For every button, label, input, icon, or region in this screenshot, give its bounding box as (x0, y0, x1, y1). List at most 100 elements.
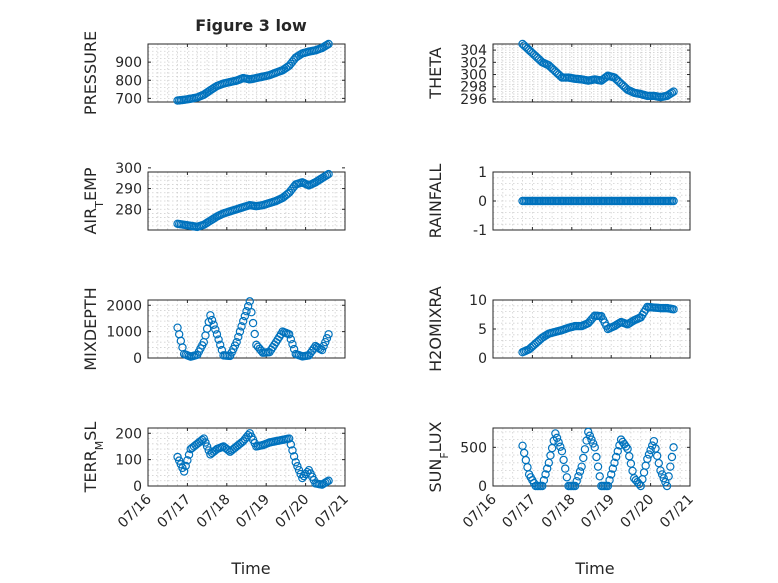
data-point (652, 451, 662, 461)
y-tick-label: 300 (115, 161, 142, 177)
data-point (324, 476, 333, 485)
data-point (289, 452, 299, 461)
data-point (561, 464, 570, 473)
data-point (324, 39, 333, 49)
data-point (214, 335, 223, 344)
y-tick-label: 0 (133, 479, 142, 495)
data-point (625, 452, 634, 461)
y-tick-label: 800 (115, 73, 142, 89)
data-point (667, 452, 677, 462)
data-point (242, 307, 251, 316)
x-tick-label: 07/16 (115, 491, 155, 531)
data-point (656, 466, 665, 475)
data-point (587, 435, 596, 444)
y-tick-label: 302 (460, 55, 487, 71)
data-point (603, 481, 613, 491)
data-point (207, 315, 217, 325)
data-point (554, 438, 563, 447)
data-point (288, 446, 297, 455)
data-point (232, 337, 241, 347)
y-tick-label: 900 (115, 55, 142, 71)
y-tick-label: 5 (478, 322, 487, 338)
data-point (590, 443, 599, 452)
data-point (562, 473, 572, 482)
data-point (250, 329, 259, 339)
data-point (556, 442, 565, 451)
y-tick-label: 10 (469, 293, 487, 309)
y-tick-label: 280 (115, 202, 142, 218)
x-tick-label: 07/21 (657, 492, 697, 532)
data-point (179, 467, 189, 476)
panel-terr-msl: 0 100 200 07/16 07/17 07/18 07/19 07/20 07/21 TER… (81, 422, 352, 532)
data-point (643, 454, 652, 464)
data-point (557, 447, 567, 456)
x-axis-label-right: Time (574, 559, 614, 578)
data-point (248, 318, 258, 328)
y-tick-label: 2000 (106, 298, 142, 314)
panel-sun-flux: 0 500 07/16 07/17 07/18 07/19 07/20 07/21 SUNFLU… (426, 421, 697, 531)
data-point (666, 462, 675, 471)
data-point (286, 440, 296, 449)
y-tick-label: 0 (478, 194, 487, 210)
data-point (206, 311, 215, 320)
x-tick-label: 07/19 (233, 492, 273, 532)
data-point (294, 465, 304, 475)
y-tick-label: 100 (115, 453, 142, 469)
data-point (664, 472, 673, 481)
y-axis-label: MIXDEPTH (81, 287, 100, 370)
data-point (541, 470, 550, 479)
data-point (317, 345, 327, 355)
x-tick-label: 07/18 (539, 492, 579, 532)
axes-box (147, 43, 346, 103)
data-point (595, 472, 604, 481)
data-point (216, 340, 225, 350)
x-tick-label: 07/20 (618, 492, 658, 532)
x-tick-label: 07/20 (273, 492, 313, 532)
axes-box (492, 427, 691, 487)
data-point (646, 445, 655, 455)
y-tick-label: 0 (478, 351, 487, 367)
data-point (523, 463, 532, 472)
data-point (202, 442, 212, 451)
data-point (519, 448, 529, 458)
data-point (322, 477, 332, 486)
y-tick-label: 0 (478, 479, 487, 495)
panel-air-temp: 280 290 300 AIRTEMP (81, 161, 346, 235)
data-point (184, 450, 194, 459)
y-tick-label: 0 (133, 351, 142, 367)
x-tick-label: 07/17 (499, 492, 539, 532)
data-point (211, 325, 220, 334)
data-point (580, 445, 590, 454)
y-tick-label: -1 (473, 223, 487, 239)
y-tick-label: 304 (460, 43, 487, 59)
y-tick-label: 1000 (106, 325, 142, 341)
data-point (610, 458, 619, 467)
y-axis-label: SUNFLUX (426, 421, 451, 492)
data-point (575, 467, 585, 476)
data-point (662, 481, 672, 491)
data-point (559, 455, 568, 465)
data-point (551, 429, 560, 438)
panel-pressure: 700 800 900 PRESSURE (81, 31, 346, 115)
y-tick-label: 700 (115, 91, 142, 107)
data-point (234, 332, 243, 342)
data-point (608, 464, 618, 473)
data-point (588, 439, 598, 448)
y-tick-label: 296 (460, 92, 487, 108)
y-tick-label: 300 (460, 68, 487, 84)
data-point (322, 40, 332, 50)
y-tick-label: 200 (115, 426, 142, 442)
data-point (199, 434, 209, 443)
y-axis-label: H2OMIXRA (426, 286, 445, 372)
data-point (291, 458, 300, 467)
data-point (239, 316, 248, 326)
data-point (235, 327, 245, 336)
data-point (324, 330, 333, 339)
data-point (322, 170, 332, 180)
y-tick-label: 290 (115, 182, 142, 198)
data-point (605, 476, 614, 485)
axes-box (147, 427, 346, 487)
